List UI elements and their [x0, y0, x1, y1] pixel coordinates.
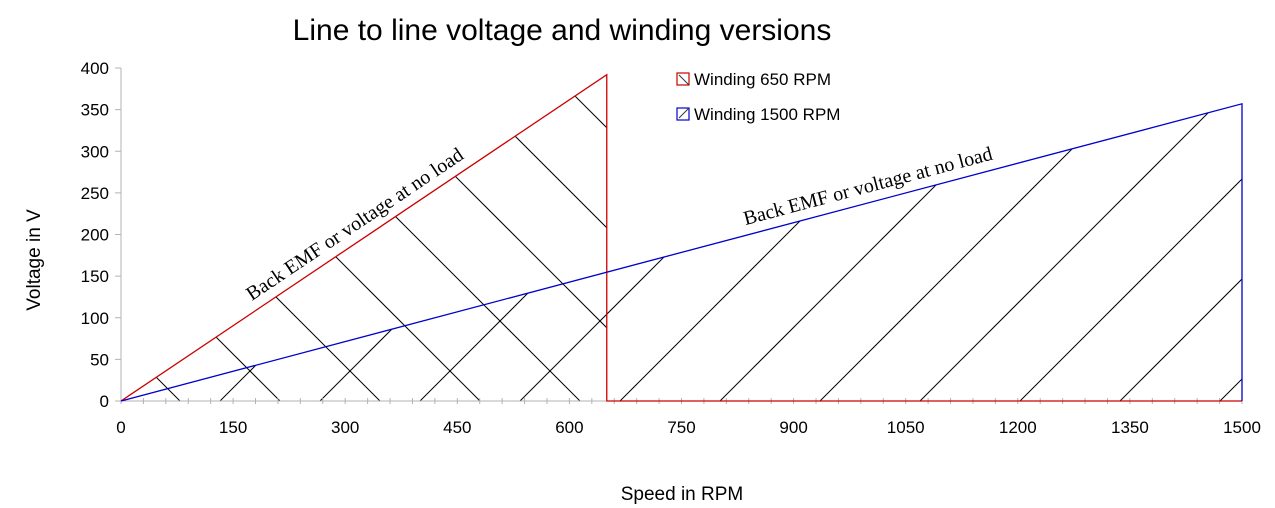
chart-title: Line to line voltage and winding version…	[293, 14, 832, 47]
x-tick-label: 150	[219, 418, 247, 437]
x-tick-label: 0	[116, 418, 125, 437]
hatch-line	[121, 103, 521, 402]
hatch-line	[799, 103, 1221, 402]
hatch-line	[1099, 103, 1242, 402]
x-tick-label: 1350	[1111, 418, 1149, 437]
series-line-650	[120, 73, 1242, 402]
hatch-area-1500	[0, 1, 1242, 421]
x-tick-label: 750	[667, 418, 695, 437]
hatch-line	[121, 74, 501, 401]
x-tick-label: 300	[331, 418, 359, 437]
hatch-line	[980, 1, 1275, 421]
hatch-line	[199, 103, 621, 402]
x-tick-label: 1050	[887, 418, 925, 437]
y-axis-label: Voltage in V	[24, 209, 45, 311]
hatch-line	[999, 103, 1242, 402]
y-tick-label: 0	[100, 392, 109, 411]
y-tick-label: 150	[81, 267, 109, 286]
y-tick-label: 50	[90, 350, 109, 369]
legend-label-650: Winding 650 RPM	[694, 70, 831, 89]
y-tick-label: 350	[81, 101, 109, 120]
series-line-1500	[120, 102, 1243, 402]
annotation-back-emf-1500: Back EMF or voltage at no load	[741, 143, 995, 230]
hatch-line	[1080, 1, 1275, 421]
y-tick-label: 300	[81, 142, 109, 161]
hatch-line	[1199, 103, 1242, 402]
y-tick-label: 400	[81, 59, 109, 78]
y-tick-label: 200	[81, 226, 109, 245]
hatch-line	[899, 103, 1242, 402]
y-tick-label: 250	[81, 184, 109, 203]
hatch-line	[379, 74, 607, 401]
x-tick-label: 1500	[1223, 418, 1261, 437]
legend-label-1500: Winding 1500 RPM	[694, 105, 840, 124]
legend-item-650: Winding 650 RPM	[676, 70, 831, 89]
legend-item-1500: Winding 1500 RPM	[676, 105, 840, 124]
hatch-line	[880, 1, 1275, 421]
x-axis-label: Speed in RPM	[621, 484, 744, 505]
legend: Winding 650 RPM Winding 1500 RPM	[676, 70, 840, 124]
x-tick-label: 450	[443, 418, 471, 437]
annotation-back-emf-650: Back EMF or voltage at no load	[242, 144, 467, 305]
y-tick-label: 100	[81, 309, 109, 328]
hatch-line	[121, 74, 301, 401]
series-layer	[120, 73, 1243, 402]
hatch-line	[279, 74, 607, 401]
x-tick-label: 1200	[999, 418, 1037, 437]
x-tick-label: 900	[779, 418, 807, 437]
hatch-line	[780, 1, 1200, 421]
hatch-line	[1180, 1, 1275, 421]
hatch-line	[499, 103, 921, 402]
hatch-line	[121, 103, 321, 402]
axes: 0 50 100 150 200 250 300 350 400 0 150 300 450 600 750…	[81, 59, 1261, 437]
hatch-line	[699, 103, 1121, 402]
hatch-line	[0, 1, 20, 421]
hatch-line	[121, 74, 401, 401]
x-tick-label: 600	[555, 418, 583, 437]
hatch-area-650	[121, 1, 1275, 421]
